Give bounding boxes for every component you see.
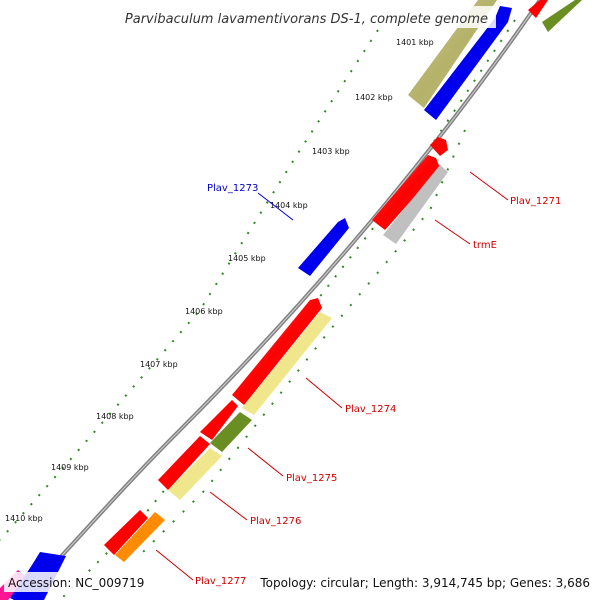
kbp-label: 1407 kbp <box>140 360 178 369</box>
genome-title: Parvibaculum lavamentivorans DS-1, compl… <box>125 12 488 27</box>
gene-red-1403-small[interactable] <box>430 137 448 156</box>
gene-orange-plav1277[interactable] <box>115 512 165 562</box>
title-background <box>108 6 496 28</box>
gene-blue-1401[interactable] <box>424 6 512 120</box>
kbp-ruler-labels: 1401 kbp 1402 kbp 1403 kbp 1404 kbp 1405… <box>5 38 434 523</box>
genome-backbone <box>18 0 542 600</box>
gene-khaki-plav1276[interactable] <box>168 448 222 500</box>
kbp-label: 1405 kbp <box>228 254 266 263</box>
kbp-label: 1410 kbp <box>5 514 43 523</box>
gene-red-1408b[interactable] <box>158 436 210 490</box>
inner-dotted-arc <box>0 29 379 541</box>
kbp-label: 1403 kbp <box>312 147 350 156</box>
gene-label-plav1276[interactable]: Plav_1276 <box>250 516 301 527</box>
kbp-label: 1408 kbp <box>96 412 134 421</box>
accession-text: Accession: NC_009719 <box>8 576 144 590</box>
gene-darkolive-top-right[interactable] <box>542 0 582 32</box>
gene-label-plav1277[interactable]: Plav_1277 <box>195 576 246 587</box>
label-leader-lines <box>155 171 509 581</box>
outer-dotted-arc <box>59 19 516 600</box>
gene-blue-plav1273[interactable] <box>298 218 349 276</box>
kbp-label: 1406 kbp <box>185 307 223 316</box>
gene-labels: Plav_1271 trmE Plav_1273 Plav_1274 Plav_… <box>195 183 561 587</box>
topology-length-genes-text: Topology: circular; Length: 3,914,745 bp… <box>259 576 590 590</box>
kbp-label: 1402 kbp <box>355 93 393 102</box>
gene-red-top-right[interactable] <box>528 0 548 18</box>
gene-khaki-plav1274[interactable] <box>242 312 332 415</box>
gene-label-plav1274[interactable]: Plav_1274 <box>345 404 396 415</box>
footer-accession-background <box>4 572 150 592</box>
gene-label-trmE[interactable]: trmE <box>473 240 497 251</box>
kbp-label: 1409 kbp <box>51 463 89 472</box>
gene-label-plav1273[interactable]: Plav_1273 <box>207 183 258 194</box>
kbp-label: 1404 kbp <box>270 201 308 210</box>
gene-label-plav1271[interactable]: Plav_1271 <box>510 196 561 207</box>
gene-red-1408a[interactable] <box>200 400 238 440</box>
gene-darkolive-plav1275[interactable] <box>210 412 252 452</box>
gene-label-plav1275[interactable]: Plav_1275 <box>286 473 337 484</box>
footer-stats-background <box>256 572 596 592</box>
gene-gray-trmE[interactable] <box>383 165 448 244</box>
gene-features <box>0 0 582 600</box>
gene-red-1410[interactable] <box>104 510 148 555</box>
kbp-label: 1401 kbp <box>396 38 434 47</box>
